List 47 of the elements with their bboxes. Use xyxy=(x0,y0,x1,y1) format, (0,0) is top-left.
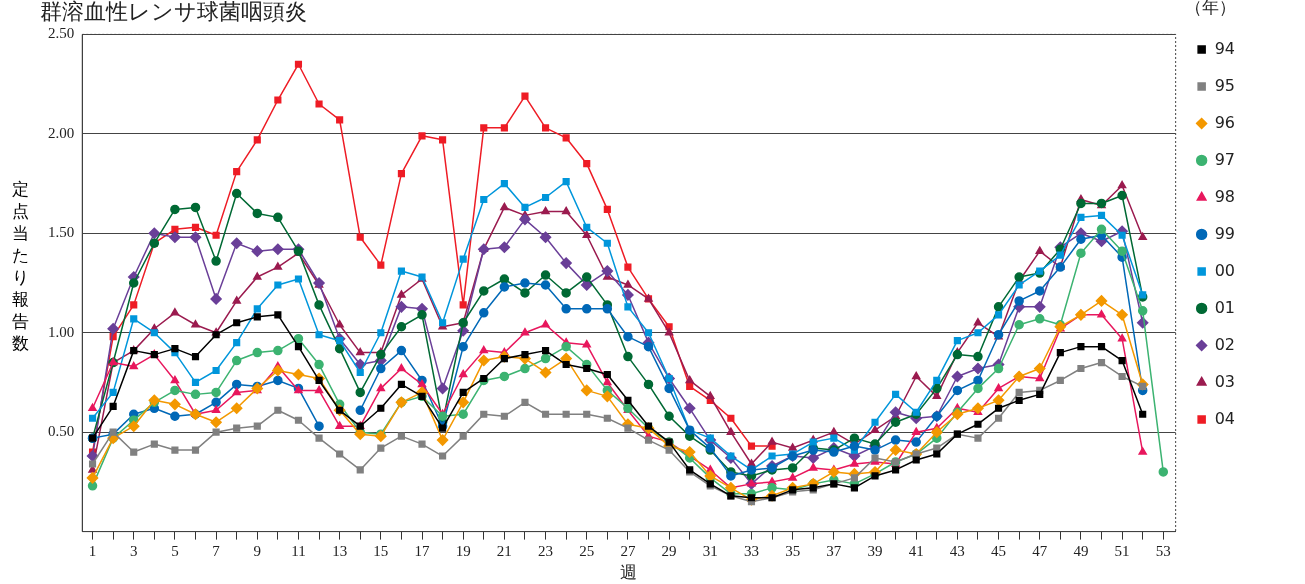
x-tick-label: 43 xyxy=(949,542,965,559)
legend-label: 04 xyxy=(1214,408,1235,428)
legend-label: 99 xyxy=(1214,223,1235,243)
x-tick-label: 31 xyxy=(702,542,718,559)
legend-label: 97 xyxy=(1214,149,1235,169)
x-tick-label: 21 xyxy=(496,542,512,559)
x-tick-label: 3 xyxy=(129,542,138,559)
legend-label: 00 xyxy=(1214,260,1235,280)
y-tick-label: 2.00 xyxy=(48,124,75,141)
x-tick-label: 19 xyxy=(455,542,471,559)
x-axis-title: 週 xyxy=(620,563,638,583)
x-tick-label: 35 xyxy=(785,542,801,559)
x-tick-label: 41 xyxy=(908,542,924,559)
chart-title: 群溶血性レンサ球菌咽頭炎 xyxy=(40,0,307,24)
x-tick-label: 15 xyxy=(373,542,389,559)
x-tick-label: 5 xyxy=(171,542,179,559)
x-tick-label: 25 xyxy=(579,542,595,559)
y-tick-label: 0.50 xyxy=(48,423,75,440)
x-tick-label: 23 xyxy=(538,542,554,559)
x-tick-label: 1 xyxy=(88,542,97,559)
legend-label: 01 xyxy=(1214,297,1235,317)
x-tick-label: 49 xyxy=(1073,542,1089,559)
y-tick-label: 2.50 xyxy=(48,25,75,42)
legend-label: 95 xyxy=(1214,75,1235,95)
x-tick-label: 45 xyxy=(991,542,1007,559)
legend-title: （年） xyxy=(1184,0,1236,18)
legend-label: 02 xyxy=(1214,334,1235,354)
x-tick-label: 11 xyxy=(291,542,306,559)
x-tick-label: 7 xyxy=(212,542,221,559)
x-tick-label: 39 xyxy=(867,542,883,559)
x-tick-label: 37 xyxy=(826,542,842,559)
x-tick-label: 33 xyxy=(743,542,759,559)
x-tick-label: 27 xyxy=(620,542,636,559)
legend-label: 03 xyxy=(1214,371,1235,391)
legend-label: 94 xyxy=(1214,38,1235,58)
x-tick-label: 17 xyxy=(414,542,430,559)
x-tick-label: 51 xyxy=(1114,542,1130,559)
x-tick-label: 53 xyxy=(1155,542,1171,559)
y-axis-title: 定点当たり報告数 xyxy=(10,178,30,354)
legend-label: 96 xyxy=(1214,112,1235,132)
x-tick-label: 47 xyxy=(1032,542,1048,559)
legend-label: 98 xyxy=(1214,186,1235,206)
x-tick-label: 13 xyxy=(332,542,348,559)
y-tick-label: 1.50 xyxy=(48,224,75,241)
x-tick-label: 9 xyxy=(253,542,262,559)
y-tick-label: 1.00 xyxy=(48,323,75,340)
x-tick-label: 29 xyxy=(661,542,677,559)
